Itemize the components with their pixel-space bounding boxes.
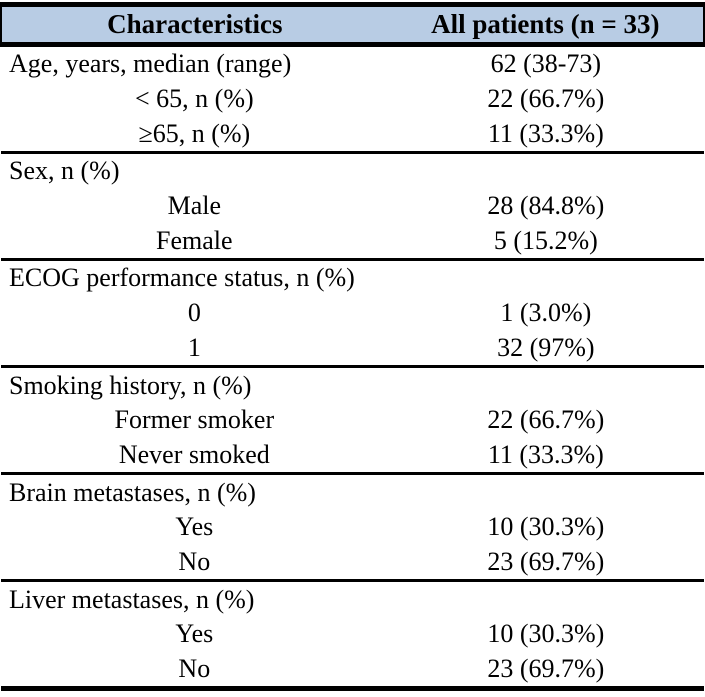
row-value: 11 (33.3%) [487,118,604,148]
row-sublabel: Female [156,225,233,255]
table-row: Liver metastases, n (%) [1,579,704,617]
table-row: Yes 10 (30.3%) [1,510,704,545]
table-row: Female 5 (15.2%) [1,223,704,259]
table-row: Sex, n (%) [1,151,704,189]
row-value [387,258,704,296]
table-row: Male 28 (84.8%) [1,189,704,224]
table-row: Former smoker 22 (66.7%) [1,403,704,438]
header-cell-characteristics: Characteristics [0,4,388,47]
row-sublabel: Former smoker [114,405,275,435]
row-value: 23 (69.7%) [487,546,605,576]
row-value: 62 (38-73) [387,42,704,82]
row-sublabel: Never smoked [118,439,270,469]
row-value: 10 (30.3%) [487,619,605,649]
table-row: ECOG performance status, n (%) [1,258,704,296]
row-value: 32 (97%) [497,332,595,362]
table-row: ≥65, n (%) 11 (33.3%) [1,116,704,152]
row-value: 10 (30.3%) [487,512,605,542]
row-sublabel: No [178,546,211,576]
row-sublabel: 0 [187,298,201,328]
row-sublabel: Yes [175,619,214,649]
table-row: 0 1 (3.0%) [1,296,704,331]
row-sublabel: No [178,654,211,684]
row-value: 28 (84.8%) [487,191,605,221]
row-value: 5 (15.2%) [493,225,598,255]
table-row: Yes 10 (30.3%) [1,617,704,652]
table-row: Brain metastases, n (%) [1,472,704,510]
row-value [387,579,704,617]
table-row: < 65, n (%) 22 (66.7%) [1,82,704,117]
row-value: 11 (33.3%) [487,439,604,469]
table-header: Characteristics All patients (n = 33) [0,4,705,47]
row-value [387,151,704,189]
table-row: Smoking history, n (%) [1,365,704,403]
row-category-label: Age, years, median (range) [1,42,388,82]
row-sublabel: Yes [175,512,214,542]
row-category-label: Smoking history, n (%) [1,365,388,403]
row-sublabel: Male [167,191,222,221]
row-value [387,365,704,403]
row-value: 22 (66.7%) [487,84,605,114]
row-sublabel: 1 [187,332,201,362]
row-value: 23 (69.7%) [487,654,605,684]
table-body: Age, years, median (range) 62 (38-73) < 65… [1,42,704,689]
row-value: 22 (66.7%) [487,405,605,435]
row-sublabel: < 65, n (%) [135,84,254,114]
table-row: No 23 (69.7%) [1,652,704,689]
row-value [387,472,704,510]
row-value: 1 (3.0%) [500,298,592,328]
row-category-label: ECOG performance status, n (%) [1,258,388,296]
table-row: 1 32 (97%) [1,331,704,367]
header-cell-all-patients: All patients (n = 33) [387,4,705,47]
row-category-label: Liver metastases, n (%) [1,579,388,617]
table-row: Age, years, median (range) 62 (38-73) [1,42,704,82]
table-row: Never smoked 11 (33.3%) [1,438,704,474]
row-sublabel: ≥65, n (%) [138,118,251,148]
row-category-label: Sex, n (%) [1,151,388,189]
table-row: No 23 (69.7%) [1,545,704,581]
row-category-label: Brain metastases, n (%) [1,472,388,510]
header-row: Characteristics All patients (n = 33) [0,4,705,47]
